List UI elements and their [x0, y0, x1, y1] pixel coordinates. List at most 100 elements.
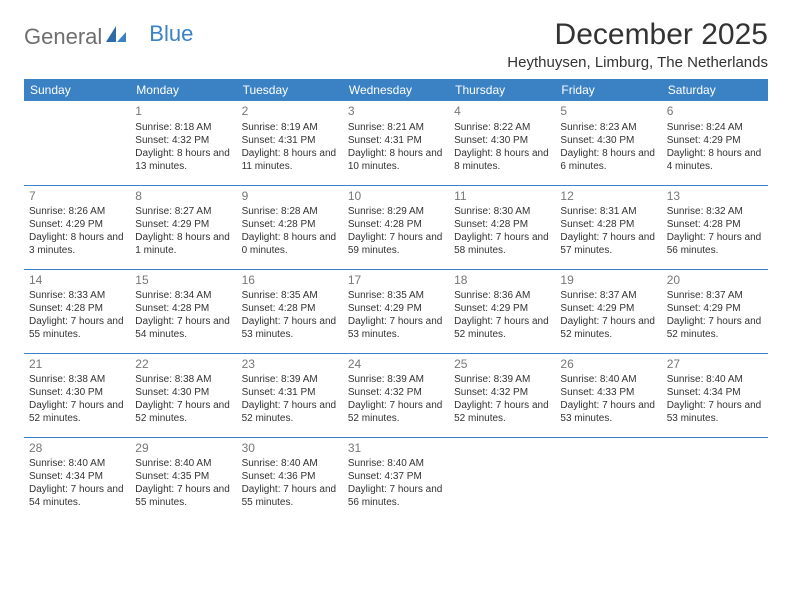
- day-number: 9: [242, 189, 338, 205]
- calendar-day-cell: 20Sunrise: 8:37 AMSunset: 4:29 PMDayligh…: [662, 269, 768, 353]
- sunset-text: Sunset: 4:31 PM: [242, 386, 338, 399]
- daylight-text: Daylight: 7 hours and 55 minutes.: [242, 483, 338, 509]
- sunset-text: Sunset: 4:32 PM: [135, 134, 231, 147]
- sunset-text: Sunset: 4:32 PM: [454, 386, 550, 399]
- calendar-day-cell: 22Sunrise: 8:38 AMSunset: 4:30 PMDayligh…: [130, 353, 236, 437]
- calendar-day-cell: 30Sunrise: 8:40 AMSunset: 4:36 PMDayligh…: [237, 437, 343, 521]
- daylight-text: Daylight: 7 hours and 52 minutes.: [242, 399, 338, 425]
- day-number: 18: [454, 273, 550, 289]
- sunrise-text: Sunrise: 8:40 AM: [667, 373, 763, 386]
- sunset-text: Sunset: 4:33 PM: [560, 386, 656, 399]
- sail-icon: [105, 25, 127, 48]
- daylight-text: Daylight: 7 hours and 56 minutes.: [348, 483, 444, 509]
- sunset-text: Sunset: 4:31 PM: [242, 134, 338, 147]
- day-number: 19: [560, 273, 656, 289]
- daylight-text: Daylight: 7 hours and 53 minutes.: [242, 315, 338, 341]
- logo-text-general: General: [24, 24, 102, 50]
- sunrise-text: Sunrise: 8:28 AM: [242, 205, 338, 218]
- day-number: 22: [135, 357, 231, 373]
- weekday-header-row: SundayMondayTuesdayWednesdayThursdayFrid…: [24, 79, 768, 101]
- sunset-text: Sunset: 4:36 PM: [242, 470, 338, 483]
- calendar-day-cell: 16Sunrise: 8:35 AMSunset: 4:28 PMDayligh…: [237, 269, 343, 353]
- daylight-text: Daylight: 8 hours and 3 minutes.: [29, 231, 125, 257]
- daylight-text: Daylight: 7 hours and 52 minutes.: [454, 399, 550, 425]
- day-number: 8: [135, 189, 231, 205]
- day-number: 31: [348, 441, 444, 457]
- logo: General Blue: [24, 18, 193, 50]
- sunrise-text: Sunrise: 8:39 AM: [454, 373, 550, 386]
- sunrise-text: Sunrise: 8:39 AM: [348, 373, 444, 386]
- calendar-day-cell: [662, 437, 768, 521]
- sunrise-text: Sunrise: 8:36 AM: [454, 289, 550, 302]
- calendar-day-cell: 18Sunrise: 8:36 AMSunset: 4:29 PMDayligh…: [449, 269, 555, 353]
- calendar-day-cell: 3Sunrise: 8:21 AMSunset: 4:31 PMDaylight…: [343, 101, 449, 185]
- sunrise-text: Sunrise: 8:37 AM: [667, 289, 763, 302]
- sunrise-text: Sunrise: 8:35 AM: [242, 289, 338, 302]
- weekday-header: Sunday: [24, 79, 130, 101]
- calendar-week-row: 28Sunrise: 8:40 AMSunset: 4:34 PMDayligh…: [24, 437, 768, 521]
- calendar-day-cell: 11Sunrise: 8:30 AMSunset: 4:28 PMDayligh…: [449, 185, 555, 269]
- sunrise-text: Sunrise: 8:40 AM: [348, 457, 444, 470]
- daylight-text: Daylight: 7 hours and 59 minutes.: [348, 231, 444, 257]
- calendar-day-cell: 10Sunrise: 8:29 AMSunset: 4:28 PMDayligh…: [343, 185, 449, 269]
- daylight-text: Daylight: 7 hours and 55 minutes.: [135, 483, 231, 509]
- daylight-text: Daylight: 7 hours and 53 minutes.: [348, 315, 444, 341]
- sunrise-text: Sunrise: 8:40 AM: [242, 457, 338, 470]
- sunset-text: Sunset: 4:30 PM: [454, 134, 550, 147]
- sunset-text: Sunset: 4:29 PM: [560, 302, 656, 315]
- day-number: 23: [242, 357, 338, 373]
- daylight-text: Daylight: 8 hours and 4 minutes.: [667, 147, 763, 173]
- sunset-text: Sunset: 4:28 PM: [29, 302, 125, 315]
- sunset-text: Sunset: 4:31 PM: [348, 134, 444, 147]
- calendar-week-row: 14Sunrise: 8:33 AMSunset: 4:28 PMDayligh…: [24, 269, 768, 353]
- sunrise-text: Sunrise: 8:38 AM: [29, 373, 125, 386]
- day-number: 4: [454, 104, 550, 120]
- weekday-header: Wednesday: [343, 79, 449, 101]
- calendar-day-cell: 27Sunrise: 8:40 AMSunset: 4:34 PMDayligh…: [662, 353, 768, 437]
- sunset-text: Sunset: 4:30 PM: [560, 134, 656, 147]
- sunrise-text: Sunrise: 8:31 AM: [560, 205, 656, 218]
- sunset-text: Sunset: 4:28 PM: [135, 302, 231, 315]
- calendar-week-row: 21Sunrise: 8:38 AMSunset: 4:30 PMDayligh…: [24, 353, 768, 437]
- sunrise-text: Sunrise: 8:30 AM: [454, 205, 550, 218]
- daylight-text: Daylight: 7 hours and 52 minutes.: [454, 315, 550, 341]
- daylight-text: Daylight: 7 hours and 52 minutes.: [667, 315, 763, 341]
- calendar-day-cell: 17Sunrise: 8:35 AMSunset: 4:29 PMDayligh…: [343, 269, 449, 353]
- calendar-day-cell: 5Sunrise: 8:23 AMSunset: 4:30 PMDaylight…: [555, 101, 661, 185]
- weekday-header: Monday: [130, 79, 236, 101]
- sunrise-text: Sunrise: 8:40 AM: [135, 457, 231, 470]
- sunrise-text: Sunrise: 8:40 AM: [560, 373, 656, 386]
- calendar-day-cell: 4Sunrise: 8:22 AMSunset: 4:30 PMDaylight…: [449, 101, 555, 185]
- daylight-text: Daylight: 8 hours and 10 minutes.: [348, 147, 444, 173]
- sunset-text: Sunset: 4:29 PM: [135, 218, 231, 231]
- sunrise-text: Sunrise: 8:21 AM: [348, 121, 444, 134]
- day-number: 11: [454, 189, 550, 205]
- month-title: December 2025: [507, 18, 768, 52]
- day-number: 14: [29, 273, 125, 289]
- sunset-text: Sunset: 4:28 PM: [454, 218, 550, 231]
- sunrise-text: Sunrise: 8:26 AM: [29, 205, 125, 218]
- daylight-text: Daylight: 7 hours and 52 minutes.: [348, 399, 444, 425]
- sunrise-text: Sunrise: 8:18 AM: [135, 121, 231, 134]
- calendar-day-cell: 14Sunrise: 8:33 AMSunset: 4:28 PMDayligh…: [24, 269, 130, 353]
- sunset-text: Sunset: 4:32 PM: [348, 386, 444, 399]
- calendar-day-cell: 24Sunrise: 8:39 AMSunset: 4:32 PMDayligh…: [343, 353, 449, 437]
- day-number: 28: [29, 441, 125, 457]
- daylight-text: Daylight: 7 hours and 53 minutes.: [667, 399, 763, 425]
- calendar-day-cell: 2Sunrise: 8:19 AMSunset: 4:31 PMDaylight…: [237, 101, 343, 185]
- sunrise-text: Sunrise: 8:23 AM: [560, 121, 656, 134]
- calendar-day-cell: 9Sunrise: 8:28 AMSunset: 4:28 PMDaylight…: [237, 185, 343, 269]
- daylight-text: Daylight: 7 hours and 55 minutes.: [29, 315, 125, 341]
- calendar-day-cell: 12Sunrise: 8:31 AMSunset: 4:28 PMDayligh…: [555, 185, 661, 269]
- weekday-header: Saturday: [662, 79, 768, 101]
- sunset-text: Sunset: 4:28 PM: [242, 302, 338, 315]
- sunrise-text: Sunrise: 8:24 AM: [667, 121, 763, 134]
- weekday-header: Thursday: [449, 79, 555, 101]
- sunset-text: Sunset: 4:29 PM: [348, 302, 444, 315]
- sunrise-text: Sunrise: 8:37 AM: [560, 289, 656, 302]
- calendar-day-cell: [24, 101, 130, 185]
- sunset-text: Sunset: 4:28 PM: [667, 218, 763, 231]
- calendar-day-cell: 28Sunrise: 8:40 AMSunset: 4:34 PMDayligh…: [24, 437, 130, 521]
- day-number: 21: [29, 357, 125, 373]
- calendar-day-cell: 23Sunrise: 8:39 AMSunset: 4:31 PMDayligh…: [237, 353, 343, 437]
